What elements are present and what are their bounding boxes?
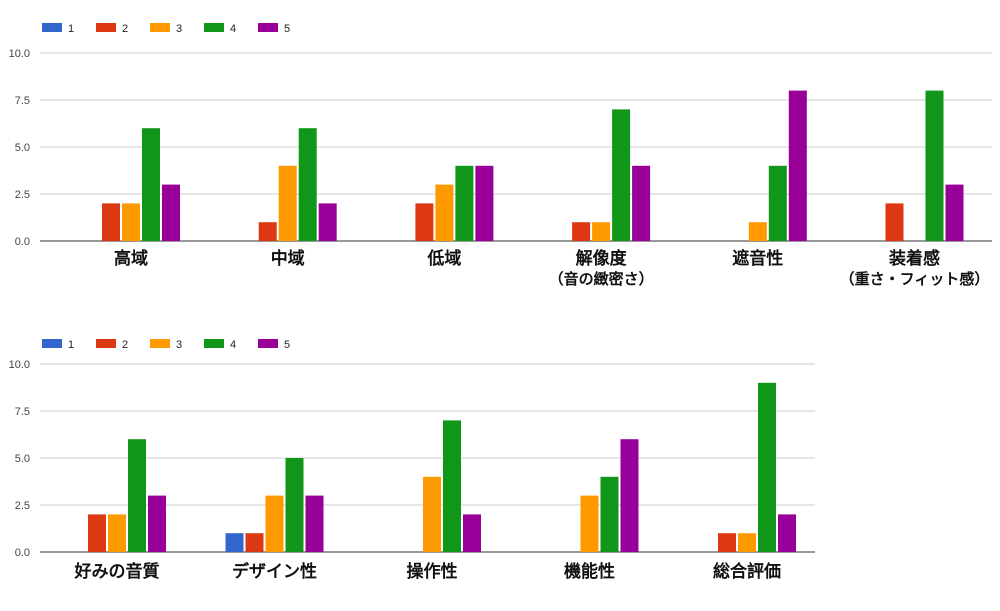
y-tick-label: 10.0: [9, 48, 30, 60]
x-category-label: 高域: [114, 248, 148, 269]
chart-2: 1 2 3 4 5 0.0 2.5 5.0 7.5 10.0 好みの音質 デザイン性 操作性 機能性 総合評…: [9, 339, 815, 582]
legend-label-4: 4: [230, 23, 236, 35]
bar-2-cat-6: [885, 203, 904, 241]
bar-4-cat-6: [925, 90, 944, 241]
bar-3-cat-5: [738, 533, 756, 552]
bar-3-cat-4: [592, 222, 611, 241]
x-category-label: デザイン性: [232, 561, 317, 582]
x-category-label: （音の緻密さ）: [549, 270, 654, 288]
bar-4-cat-1: [128, 439, 146, 552]
bar-4-cat-4: [612, 109, 631, 242]
bar-2-cat-2: [258, 222, 277, 241]
legend-swatch-2: [96, 339, 116, 348]
x-category-label: 総合評価: [713, 561, 781, 582]
legend-label-3: 3: [176, 339, 182, 351]
x-category-label: （重さ・フィット感）: [840, 270, 990, 288]
legend-label-4: 4: [230, 339, 236, 351]
bar-3-cat-3: [423, 476, 441, 552]
bar-5-cat-4: [620, 439, 639, 552]
x-category-label: 中域: [271, 248, 305, 269]
legend-label-5: 5: [284, 23, 290, 35]
legend-label-3: 3: [176, 23, 182, 35]
bar-2-cat-5: [718, 533, 736, 552]
bar-4-cat-2: [285, 458, 304, 552]
bar-3-cat-5: [748, 222, 767, 241]
legend-swatch-5: [258, 339, 278, 348]
bar-2-cat-4: [572, 222, 591, 241]
y-tick-label: 10.0: [9, 359, 30, 371]
legend-swatch-4: [204, 23, 224, 32]
legend-swatch-3: [150, 23, 170, 32]
bar-5-cat-1: [148, 495, 166, 552]
x-category-label: 遮音性: [732, 248, 783, 269]
bar-2-cat-1: [88, 514, 106, 552]
legend-label-1: 1: [68, 23, 74, 35]
bar-5-cat-5: [778, 514, 796, 552]
bar-4-cat-4: [600, 476, 619, 552]
x-category-label: 好みの音質: [74, 561, 160, 582]
bar-5-cat-6: [945, 184, 964, 241]
bar-3-cat-2: [265, 495, 284, 552]
bar-1-cat-2: [225, 533, 244, 552]
legend-swatch-1: [42, 339, 62, 348]
bar-4-cat-1: [142, 128, 160, 241]
y-tick-label: 7.5: [15, 95, 30, 107]
legend-swatch-4: [204, 339, 224, 348]
bar-5-cat-4: [632, 165, 651, 241]
y-tick-label: 2.5: [15, 500, 30, 512]
bar-3-cat-4: [580, 495, 599, 552]
legend-label-1: 1: [68, 339, 74, 351]
bar-4-cat-2: [298, 128, 317, 241]
x-category-label: 操作性: [407, 561, 458, 582]
bar-2-cat-3: [415, 203, 434, 241]
bar-5-cat-2: [305, 495, 324, 552]
bar-5-cat-3: [475, 165, 494, 241]
y-tick-label: 0.0: [15, 547, 30, 559]
bar-5-cat-1: [162, 184, 180, 241]
bar-4-cat-3: [455, 165, 474, 241]
legend-label-2: 2: [122, 339, 128, 351]
x-category-label: 機能性: [564, 561, 615, 582]
bar-2-cat-1: [102, 203, 120, 241]
y-tick-label: 0.0: [15, 236, 30, 248]
y-tick-label: 7.5: [15, 406, 30, 418]
bar-3-cat-3: [435, 184, 454, 241]
bar-5-cat-2: [318, 203, 337, 241]
bar-4-cat-5: [758, 382, 776, 552]
legend-swatch-1: [42, 23, 62, 32]
legend-swatch-2: [96, 23, 116, 32]
legend-swatch-5: [258, 23, 278, 32]
bar-5-cat-5: [788, 90, 807, 241]
y-tick-label: 5.0: [15, 453, 30, 465]
legend-swatch-3: [150, 339, 170, 348]
x-category-label: 低域: [426, 248, 461, 269]
y-tick-label: 5.0: [15, 142, 30, 154]
bar-2-cat-2: [245, 533, 264, 552]
bar-4-cat-3: [443, 420, 461, 552]
x-category-label: 装着感: [888, 248, 940, 269]
y-tick-label: 2.5: [15, 189, 30, 201]
bar-3-cat-1: [122, 203, 140, 241]
legend-label-2: 2: [122, 23, 128, 35]
x-category-label: 解像度: [576, 248, 628, 269]
bar-5-cat-3: [463, 514, 481, 552]
bar-3-cat-2: [278, 165, 297, 241]
bar-3-cat-1: [108, 514, 126, 552]
bar-4-cat-5: [768, 165, 787, 241]
chart-1: 1 2 3 4 5 0.0 2.5 5.0 7.5 10.0 高域 中域 低域 解像度（音の緻密さ） 遮音性…: [9, 23, 992, 288]
legend-label-5: 5: [284, 339, 290, 351]
